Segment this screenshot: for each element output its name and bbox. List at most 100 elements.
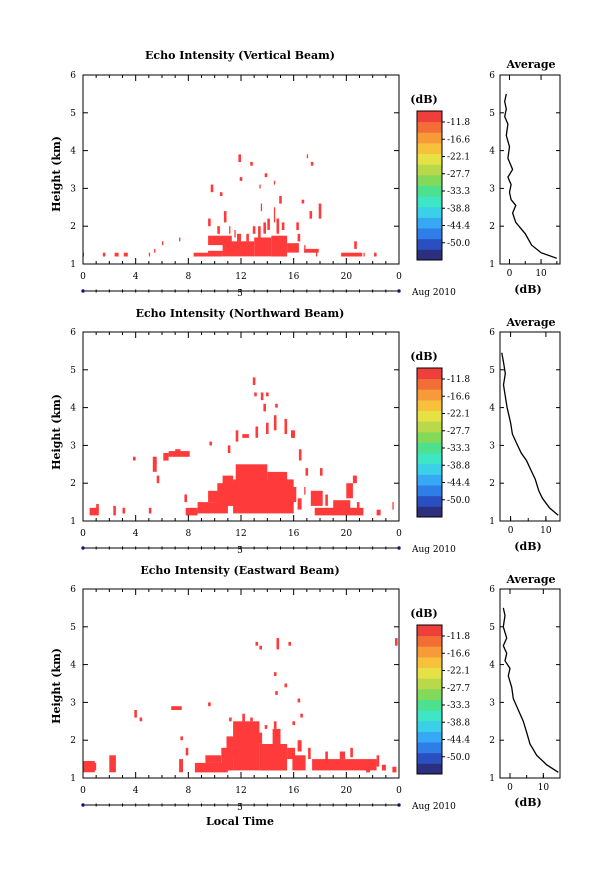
y-axis-label: Height (km) xyxy=(50,394,63,470)
echo-cell xyxy=(292,721,295,726)
echo-cell xyxy=(339,751,346,760)
x-tick-label: 20 xyxy=(341,529,353,539)
echo-cell xyxy=(284,683,288,688)
echo-cell xyxy=(287,747,295,760)
echo-cell xyxy=(288,641,291,646)
panel-northward-beam: Echo Intensity (Northward Beam) Height (… xyxy=(50,307,561,556)
echo-cell xyxy=(318,203,322,219)
echo-cell xyxy=(376,755,380,767)
echo-cell xyxy=(89,507,99,516)
average-y-tick-label: 5 xyxy=(489,366,495,376)
y-tick-label: 3 xyxy=(70,698,76,708)
colorbar-frame xyxy=(416,624,443,775)
echo-cell xyxy=(208,235,232,246)
echo-cell xyxy=(222,475,234,495)
colorbar-swatch xyxy=(417,710,442,722)
echo-cell xyxy=(235,464,252,484)
x-tick-label: 8 xyxy=(185,529,191,539)
x-tick-label: 0 xyxy=(80,786,86,796)
colorbar-tick-label: -33.3 xyxy=(447,187,470,197)
echo-cell xyxy=(260,203,263,212)
echo-cell xyxy=(266,392,269,397)
echo-cell xyxy=(122,507,126,514)
average-x-tick-label: 10 xyxy=(538,783,550,793)
average-y-tick-label: 1 xyxy=(489,517,495,527)
echo-cell xyxy=(193,252,210,257)
y-tick-label: 4 xyxy=(70,661,76,671)
echo-cell xyxy=(309,211,313,219)
echo-cell xyxy=(154,460,157,465)
echo-cell xyxy=(266,422,269,434)
echo-cell xyxy=(168,451,190,457)
x-tick-label: 0 xyxy=(396,272,402,282)
colorbar-swatch xyxy=(417,625,442,637)
echo-cell xyxy=(346,483,353,499)
echo-cell xyxy=(279,196,282,204)
panel-title: Echo Intensity (Northward Beam) xyxy=(136,307,345,320)
echo-cell xyxy=(229,717,232,722)
echo-cell xyxy=(333,500,351,510)
average-profile-line xyxy=(504,93,558,259)
colorbar-tick-label: -33.3 xyxy=(447,701,470,711)
y-tick-label: 5 xyxy=(70,366,76,376)
colorbar-swatch xyxy=(417,132,442,144)
echo-cell xyxy=(273,180,276,185)
echo-cell xyxy=(185,507,198,516)
echo-cell xyxy=(96,504,99,510)
echo-cell xyxy=(366,766,370,773)
echo-cell xyxy=(229,226,231,234)
echo-cell xyxy=(276,638,280,650)
echo-cell xyxy=(267,218,270,230)
echo-cell xyxy=(83,761,95,773)
average-title: Average xyxy=(505,316,555,329)
average-frame xyxy=(499,74,561,265)
average-y-tick-label: 6 xyxy=(489,71,495,81)
y-tick-label: 5 xyxy=(70,109,76,119)
echo-cell xyxy=(284,487,297,503)
average-xlabel: (dB) xyxy=(514,796,541,809)
x-tick-label: 12 xyxy=(235,786,246,796)
colorbar-tick-label: -11.8 xyxy=(447,118,470,128)
colorbar-label: (dB) xyxy=(410,607,437,620)
echo-cell xyxy=(304,487,306,495)
colorbar-swatch xyxy=(417,217,442,229)
y-tick-label: 3 xyxy=(70,184,76,194)
echo-cell xyxy=(109,755,116,773)
colorbar-swatch xyxy=(417,196,442,208)
echo-cell xyxy=(374,252,377,257)
echo-cell xyxy=(310,161,314,166)
echo-cell xyxy=(297,698,301,703)
average-x-tick-label: 10 xyxy=(535,269,547,279)
colorbar-tick-label: -50.0 xyxy=(447,496,470,506)
average-title: Average xyxy=(505,573,555,586)
average-profile-line xyxy=(502,607,559,773)
echo-cell xyxy=(90,762,97,771)
colorbar-swatch xyxy=(417,111,442,123)
echo-cell xyxy=(284,418,288,434)
echo-cell xyxy=(305,468,309,476)
colorbar-swatch xyxy=(417,506,442,518)
panel-vertical-beam: Echo Intensity (Vertical Beam) Height (k… xyxy=(50,49,561,299)
x-tick-label: 4 xyxy=(133,272,139,282)
echo-cell xyxy=(162,241,164,246)
average-frame xyxy=(499,588,561,779)
echo-cell xyxy=(114,252,119,257)
echo-cell xyxy=(242,713,245,733)
echo-cell xyxy=(197,502,228,514)
date-month-label: Aug 2010 xyxy=(411,545,456,555)
average-y-tick-label: 3 xyxy=(489,698,495,708)
x-tick-label: 20 xyxy=(341,786,353,796)
echo-cell xyxy=(194,762,228,773)
echo-cell xyxy=(217,226,220,234)
echo-cell xyxy=(314,507,364,516)
echo-cell xyxy=(209,441,212,446)
echo-cell xyxy=(210,184,214,193)
colorbar-swatch xyxy=(417,368,442,380)
average-y-tick-label: 6 xyxy=(489,328,495,338)
average-y-tick-label: 4 xyxy=(489,404,495,414)
echo-cell xyxy=(298,449,302,461)
echo-cell xyxy=(263,403,266,412)
echo-cell xyxy=(208,490,219,503)
echo-cell xyxy=(352,475,357,484)
